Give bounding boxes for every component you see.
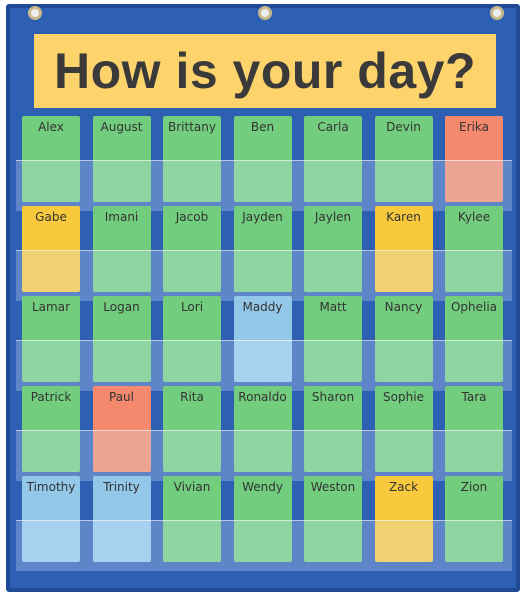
name-card: Matt [304,296,362,382]
name-card: Trinity [92,476,151,562]
title-banner: How is your day? [34,34,496,108]
name-card: Sophie [374,386,433,472]
name-card: Erika [445,116,503,202]
name-card: Tara [445,386,503,472]
name-card: Weston [304,476,362,562]
name-card: Alex [22,116,80,202]
name-card: Jacob [163,206,221,292]
name-card: Ophelia [445,296,503,382]
name-card: Ben [233,116,292,202]
grommet [258,6,272,20]
grommet [28,6,42,20]
pocket [16,430,512,481]
name-card: Wendy [233,476,292,562]
pocket [16,250,512,301]
name-card: Zack [374,476,433,562]
name-card: Vivian [163,476,221,562]
name-card: Paul [92,386,151,472]
name-card: August [92,116,151,202]
name-card: Zion [445,476,503,562]
pocket [16,340,512,391]
name-card: Timothy [22,476,80,562]
name-card: Karen [374,206,433,292]
name-card: Logan [92,296,151,382]
name-card: Lori [163,296,221,382]
pocket [16,520,512,571]
grommet [490,6,504,20]
name-card: Maddy [233,296,292,382]
name-card: Kylee [445,206,503,292]
pocket [16,160,512,211]
name-card: Nancy [374,296,433,382]
name-card: Brittany [163,116,221,202]
name-card: Jaylen [304,206,362,292]
name-card: Gabe [22,206,80,292]
name-card: Lamar [22,296,80,382]
name-card: Rita [163,386,221,472]
name-card: Patrick [22,386,80,472]
name-card: Sharon [304,386,362,472]
name-card: Devin [374,116,433,202]
name-card: Carla [304,116,362,202]
name-card: Jayden [233,206,292,292]
name-card: Ronaldo [233,386,292,472]
name-card: Imani [92,206,151,292]
